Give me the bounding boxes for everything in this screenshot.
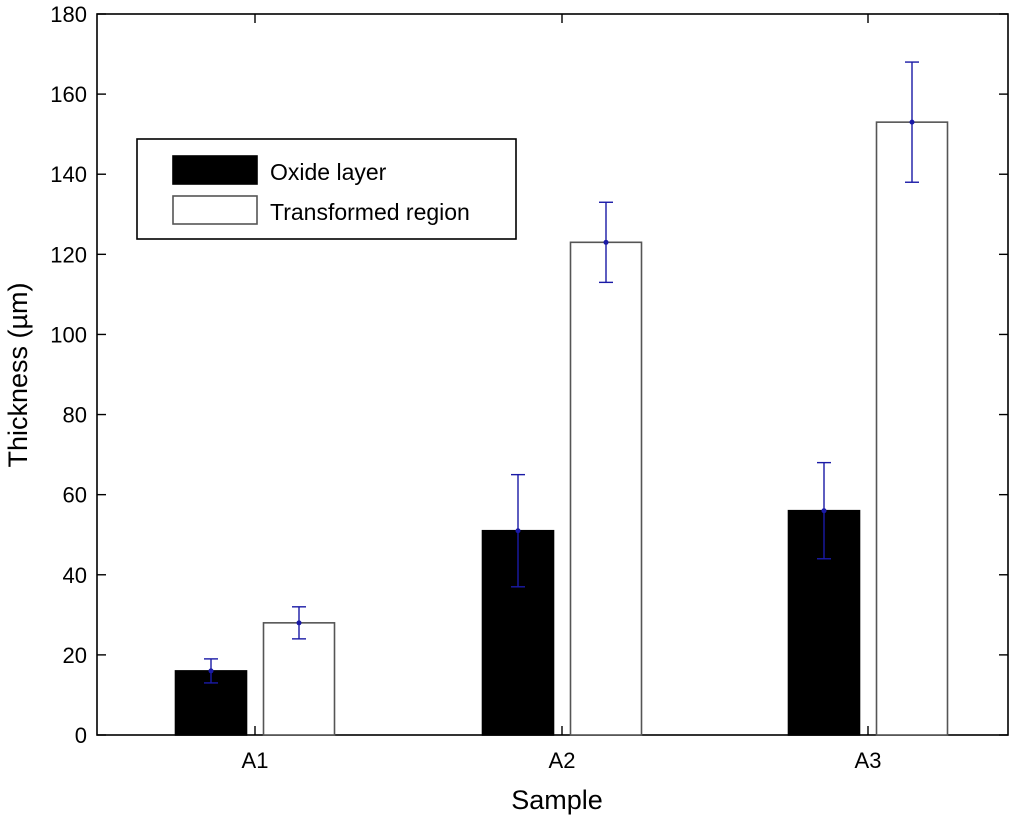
y-tick-label: 100 — [50, 322, 87, 347]
mean-marker — [296, 620, 302, 626]
y-tick-label: 20 — [63, 643, 87, 668]
y-tick-label: 40 — [63, 563, 87, 588]
y-axis-title: Thickness (µm) — [3, 282, 33, 467]
legend-swatch-transformed-region — [172, 195, 258, 225]
mean-marker — [208, 668, 214, 674]
y-tick-label: 140 — [50, 162, 87, 187]
y-tick-label: 80 — [63, 403, 87, 428]
legend-swatch-oxide-layer — [172, 155, 258, 185]
error-bars — [204, 61, 919, 684]
mean-marker — [515, 528, 521, 534]
legend-label-oxide-layer: Oxide layer — [270, 159, 387, 185]
y-tick-label: 120 — [50, 242, 87, 267]
legend-label-transformed-region: Transformed region — [270, 199, 470, 225]
y-axis: 0 20 40 60 80 100 120 140 160 180 — [50, 2, 1008, 748]
bar-transformed-region-a3 — [875, 121, 949, 736]
x-tick-label: A2 — [549, 748, 576, 773]
bar-transformed-region-a1 — [262, 622, 336, 736]
y-tick-label: 160 — [50, 82, 87, 107]
y-tick-label: 0 — [75, 723, 87, 748]
bar-transformed-region-a2 — [569, 241, 643, 736]
mean-marker — [909, 119, 915, 125]
mean-marker — [603, 239, 609, 245]
legend: Oxide layer Transformed region — [136, 138, 517, 240]
x-tick-label: A3 — [855, 748, 882, 773]
y-tick-label: 180 — [50, 2, 87, 27]
x-axis-title: Sample — [511, 785, 603, 815]
x-tick-label: A1 — [242, 748, 269, 773]
y-tick-label: 60 — [63, 483, 87, 508]
x-axis: A1 A2 A3 — [242, 14, 882, 773]
mean-marker — [821, 508, 827, 514]
bars — [174, 121, 949, 736]
